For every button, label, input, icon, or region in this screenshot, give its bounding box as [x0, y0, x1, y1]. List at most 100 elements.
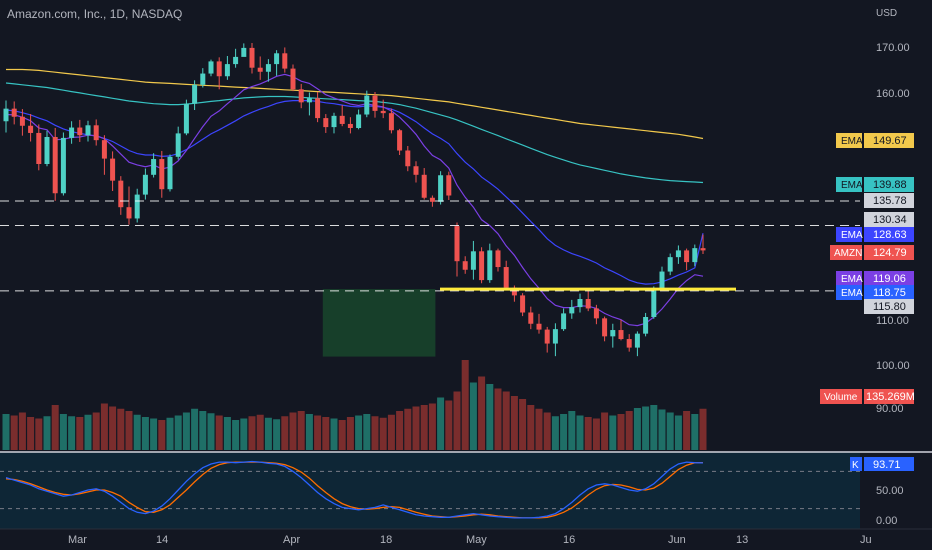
price-tick-110: 110.00	[876, 315, 909, 327]
svg-text:K: K	[852, 460, 859, 471]
svg-text:124.79: 124.79	[873, 247, 907, 259]
volume-bar	[182, 412, 190, 450]
candle	[19, 109, 25, 136]
volume-bar	[10, 415, 18, 450]
candle	[634, 331, 640, 357]
volume-bar	[494, 388, 502, 450]
price-axis-unit: USD	[876, 8, 897, 19]
candle-body	[159, 159, 165, 190]
candle	[372, 92, 378, 118]
volume-bar	[510, 396, 518, 450]
candle-body	[315, 98, 321, 119]
volume-bar	[543, 412, 551, 450]
candle	[323, 114, 329, 133]
volume-bar	[469, 382, 477, 450]
volume-bar	[191, 408, 199, 450]
volume-bar	[18, 412, 26, 450]
volume-bar	[100, 403, 108, 450]
candle-body	[224, 64, 230, 77]
volume-bar	[674, 415, 682, 450]
svg-text:EMA: EMA	[841, 180, 863, 191]
volume-bar	[215, 415, 223, 450]
volume-bar	[297, 411, 305, 450]
candle-body	[413, 166, 419, 175]
volume-bar	[207, 413, 215, 450]
volume-bar	[273, 419, 281, 450]
candle-body	[298, 89, 304, 103]
candle	[593, 304, 599, 325]
candle	[364, 90, 370, 118]
consolidation-zone	[322, 289, 436, 357]
svg-text:EMA: EMA	[841, 230, 863, 241]
stoch-k-label: K 93.71	[850, 457, 914, 471]
candle-body	[233, 56, 239, 65]
candle	[528, 306, 534, 330]
volume-bar	[264, 417, 272, 450]
candle	[536, 313, 542, 334]
candle-body	[684, 250, 690, 263]
candle	[569, 299, 575, 319]
candle	[77, 119, 83, 142]
candle-body	[454, 226, 460, 262]
candle-body	[126, 207, 132, 219]
candle	[331, 112, 337, 134]
stochastic-lines	[0, 460, 860, 519]
candle	[585, 288, 591, 312]
ema-label-4: EMA 119.06	[836, 271, 914, 286]
candle-body	[626, 339, 632, 348]
candle-body	[667, 257, 673, 272]
candle	[298, 83, 304, 109]
volume-bar	[35, 418, 43, 450]
candle	[101, 135, 107, 175]
candle-body	[216, 61, 222, 77]
volume-bar	[199, 411, 207, 450]
volume-bar	[223, 417, 231, 450]
candle	[151, 153, 157, 178]
candle-body	[93, 125, 99, 141]
candle-body	[192, 84, 198, 104]
candle	[347, 117, 353, 134]
candle-body	[593, 308, 599, 319]
volume-bars	[2, 360, 707, 450]
candle-body	[183, 103, 189, 134]
time-label-13: 13	[736, 534, 748, 546]
candle-body	[643, 317, 649, 334]
candle-body	[429, 197, 435, 202]
candle	[667, 253, 673, 276]
candle-body	[487, 250, 493, 281]
candle-body	[200, 73, 206, 85]
candle	[282, 47, 288, 73]
candle-body	[585, 299, 591, 309]
candle	[577, 293, 583, 313]
volume-bar	[560, 414, 568, 450]
candle	[388, 108, 394, 134]
price-tick-170: 170.00	[876, 42, 910, 54]
volume-bar	[691, 414, 699, 450]
candle-body	[364, 95, 370, 115]
candle-body	[331, 115, 337, 128]
volume-bar	[576, 415, 584, 450]
candle-body	[503, 267, 509, 288]
candle-body	[380, 110, 386, 114]
candle	[192, 80, 198, 110]
ema-line-1	[6, 68, 704, 140]
candle-body	[323, 118, 329, 128]
level-label-3: 115.80	[864, 299, 914, 314]
candle	[675, 245, 681, 264]
candle	[216, 57, 222, 90]
time-label-jun: Jun	[668, 534, 686, 546]
volume-bar	[666, 412, 674, 450]
ema-line-3	[5, 99, 704, 285]
volume-bar	[59, 414, 67, 450]
candle	[659, 266, 665, 291]
candle	[110, 151, 116, 191]
candles[interactable]	[3, 42, 706, 357]
candle-body	[520, 295, 526, 313]
candle-body	[19, 116, 25, 126]
amzn-price-label: AMZN 124.79	[830, 245, 914, 260]
ema-label-3: EMA 128.63	[836, 227, 914, 242]
svg-text:93.71: 93.71	[873, 459, 901, 471]
candle-body	[479, 251, 485, 281]
candle-body	[339, 115, 345, 124]
